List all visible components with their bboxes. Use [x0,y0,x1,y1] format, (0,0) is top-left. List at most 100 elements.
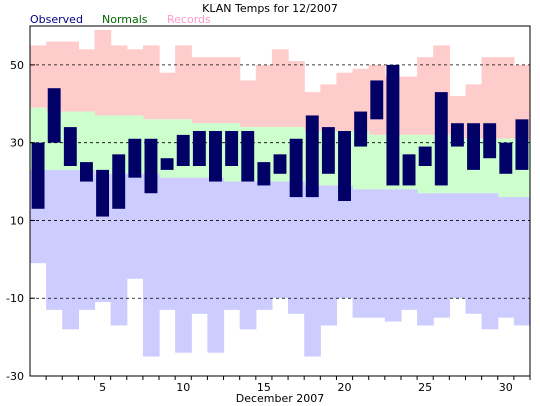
normal-range-bar [368,134,386,190]
record-low-bar [126,173,144,279]
record-low-bar [513,197,531,326]
record-high-bar [126,49,144,116]
observed-bar [434,92,448,186]
x-tick-label: 5 [99,381,106,394]
observed-bar [112,154,126,209]
observed-bar [418,146,432,166]
observed-bar [176,134,190,166]
record-high-bar [110,45,128,116]
observed-bar [209,131,222,182]
record-high-bar [94,29,112,116]
record-high-bar [142,45,160,120]
normal-range-bar [78,111,96,170]
y-tick-label: -10 [6,292,24,305]
observed-bar [467,123,480,170]
record-high-bar [255,64,273,128]
record-low-bar [288,181,305,314]
normal-range-bar [94,115,112,174]
record-low-bar [239,181,257,330]
record-high-bar [159,72,176,120]
observed-bar [144,138,158,194]
record-high-bar [223,57,241,124]
observed-bar [515,119,529,170]
observed-bar [160,158,174,170]
y-tick-label: -30 [6,370,24,383]
x-axis-label: December 2007 [236,392,325,405]
record-low-bar [352,189,370,318]
observed-bar [63,127,77,166]
record-low-bar [384,189,402,322]
observed-bar [499,142,513,174]
record-high-bar [497,57,515,139]
x-tick-label: 15 [257,381,271,394]
record-low-bar [320,185,338,326]
record-high-bar [417,57,434,135]
record-high-bar [271,49,289,128]
observed-bar [47,88,61,143]
x-tick-label: 10 [176,381,190,394]
record-low-bar [336,185,354,299]
observed-bar [192,131,206,166]
record-low-bar [481,193,499,330]
normal-range-bar [449,138,467,194]
record-low-bar [110,173,128,326]
record-low-bar [417,193,434,326]
observed-bar [80,162,93,182]
record-high-bar [207,57,225,124]
x-tick-label: 25 [418,381,432,394]
observed-bar [241,131,255,182]
record-high-bar [400,76,418,135]
x-tick-label: 20 [338,381,352,394]
observed-bar [370,80,384,120]
record-low-bar [433,193,450,318]
record-high-bar [336,72,354,131]
y-tick-label: 10 [10,214,24,227]
chart-title: KLAN Temps for 12/2007 [202,2,338,15]
y-tick-label: 50 [10,59,24,72]
record-low-bar [207,177,225,353]
observed-bar [354,111,368,147]
record-low-bar [368,189,386,318]
record-low-bar [175,177,192,353]
record-low-bar [465,193,483,314]
x-tick-label: 30 [499,381,513,394]
y-tick-label: 30 [10,137,24,150]
record-high-bar [78,49,96,112]
plot-frame [29,25,531,377]
record-high-bar [175,45,192,120]
record-low-bar [159,177,176,310]
record-high-bar [481,57,499,139]
record-high-bar [30,45,47,108]
observed-bar [96,169,110,217]
legend-observed: Observed [30,13,83,26]
record-low-bar [78,169,96,310]
observed-bar [386,64,400,186]
plot-area: -30 -10 10 30 50 5 10 15 20 25 30 [6,25,531,394]
legend-normals: Normals [102,13,148,26]
record-low-bar [223,181,241,310]
legend-records: Records [167,13,211,26]
observed-bar [225,131,239,166]
observed-bar [128,138,142,178]
record-high-bar [62,41,79,112]
observed-bar [402,154,416,186]
record-low-bar [400,189,418,310]
record-low-bar [46,169,63,310]
observed-bar [483,123,497,159]
record-low-bar [255,181,273,310]
record-low-bar [62,169,79,330]
observed-bar [31,142,45,209]
observed-bar [273,154,287,174]
record-high-bar [320,84,338,131]
observed-bar [305,115,319,198]
record-low-bar [449,193,467,299]
record-high-bar [239,80,257,128]
record-low-bar [142,173,160,357]
record-low-bar [271,181,289,299]
observed-bar [338,131,351,201]
observed-bar [257,162,271,186]
observed-bar [289,138,303,198]
observed-bar [450,123,464,147]
record-low-bar [191,177,209,314]
record-low-bar [497,197,515,318]
